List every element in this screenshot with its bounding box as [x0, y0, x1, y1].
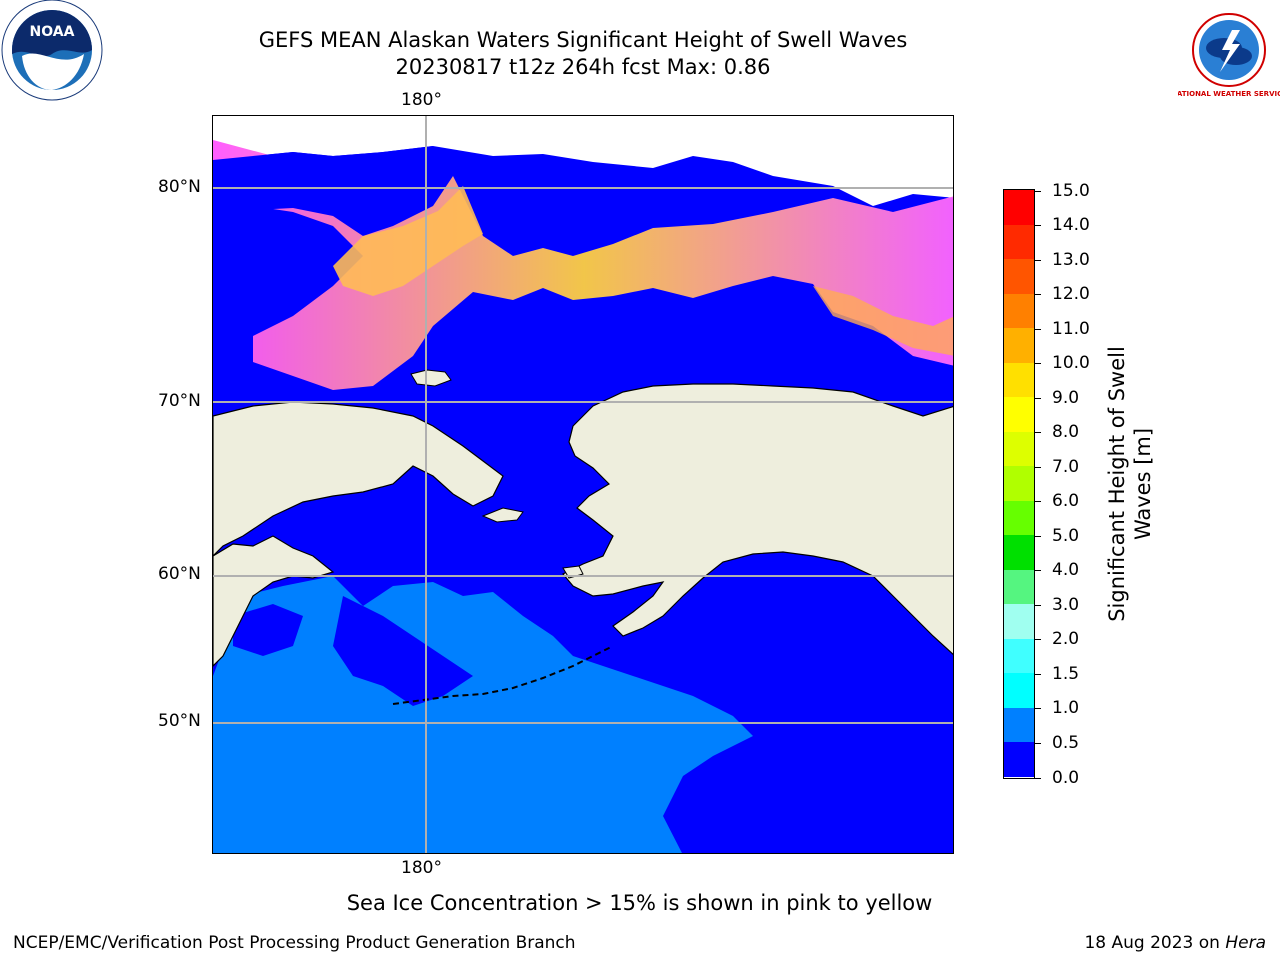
- colorbar-tick-label: 10.0: [1052, 353, 1090, 374]
- lat-label-60: 60°N: [158, 564, 201, 584]
- nws-logo-text: NATIONAL WEATHER SERVICE: [1178, 90, 1280, 98]
- colorbar-tick-label: 5.0: [1052, 525, 1080, 546]
- colorbar-label-line2: Waves [m]: [1131, 427, 1155, 541]
- footer-date: 18 Aug 2023 on Hera: [1084, 933, 1266, 953]
- colorbar-segment: [1004, 638, 1034, 674]
- land-chukotka: [213, 401, 504, 557]
- colorbar-tick-mark: [1035, 363, 1041, 365]
- swell-height-map: [213, 116, 953, 853]
- chart-subtitle: 20230817 t12z 264h fcst Max: 0.86: [395, 55, 771, 79]
- colorbar-tick-label: 8.0: [1052, 422, 1080, 443]
- colorbar-tick-label: 3.0: [1052, 594, 1080, 615]
- colorbar-segment: [1004, 466, 1034, 501]
- colorbar-tick-mark: [1035, 777, 1041, 779]
- colorbar-tick-mark: [1035, 190, 1041, 192]
- noaa-logo-text: NOAA: [30, 24, 75, 40]
- colorbar-tick-mark: [1035, 708, 1041, 710]
- colorbar-tick-mark: [1035, 673, 1041, 675]
- colorbar-tick-label: 0.5: [1052, 732, 1080, 753]
- ice-patch-west: [333, 186, 483, 296]
- credit-text: NCEP/EMC/Verification Post Processing Pr…: [13, 933, 576, 953]
- colorbar: [1003, 189, 1035, 779]
- colorbar-segment: [1004, 397, 1034, 432]
- colorbar-tick-label: 12.0: [1052, 284, 1090, 305]
- ocean-under-ice-west: [213, 146, 453, 236]
- colorbar-tick-label: 15.0: [1052, 180, 1090, 201]
- colorbar-tick-mark: [1035, 432, 1041, 434]
- ocean-low-swell-inset: [333, 596, 473, 706]
- ice-patch-east: [813, 286, 953, 356]
- colorbar-tick-mark: [1035, 501, 1041, 503]
- graticule: [213, 116, 953, 853]
- aleutian-islands: [392, 645, 614, 705]
- colorbar-tick-mark: [1035, 466, 1041, 468]
- colorbar-segment: [1004, 604, 1034, 639]
- colorbar-segment: [1004, 259, 1034, 294]
- land-alaska: [562, 383, 953, 655]
- sea-ice-note: Sea Ice Concentration > 15% is shown in …: [346, 891, 933, 915]
- colorbar-segment: [1004, 742, 1034, 777]
- colorbar-tick-mark: [1035, 225, 1041, 227]
- colorbar-tick-mark: [1035, 397, 1041, 399]
- colorbar-segment: [1004, 293, 1034, 329]
- footer-date-text: 18 Aug 2023 on: [1084, 933, 1226, 953]
- nws-logo: NATIONAL WEATHER SERVICE: [1178, 2, 1280, 98]
- lon-label-top: 180°: [401, 90, 442, 110]
- colorbar-tick-label: 0.0: [1052, 767, 1080, 788]
- colorbar-segment: [1004, 673, 1034, 708]
- colorbar-tick-label: 1.5: [1052, 663, 1080, 684]
- colorbar-tick-mark: [1035, 639, 1041, 641]
- colorbar-label-line1: Significant Height of Swell: [1105, 346, 1129, 622]
- colorbar-tick-label: 6.0: [1052, 491, 1080, 512]
- colorbar-tick-label: 2.0: [1052, 629, 1080, 650]
- colorbar-tick-label: 9.0: [1052, 387, 1080, 408]
- footer-host: Hera: [1225, 933, 1266, 953]
- noaa-logo: NOAA: [1, 0, 103, 101]
- chart-title: GEFS MEAN Alaskan Waters Significant Hei…: [258, 28, 908, 52]
- land-st-lawrence-island: [481, 507, 524, 523]
- no-data-region: [213, 116, 953, 206]
- colorbar-tick-mark: [1035, 535, 1041, 537]
- colorbar-tick-label: 4.0: [1052, 560, 1080, 581]
- colorbar-segment: [1004, 328, 1034, 363]
- lat-label-80: 80°N: [158, 177, 201, 197]
- lat-label-70: 70°N: [158, 391, 201, 411]
- colorbar-segment: [1004, 190, 1034, 225]
- colorbar-segment: [1004, 707, 1034, 743]
- colorbar-segment: [1004, 569, 1034, 605]
- colorbar-tick-mark: [1035, 328, 1041, 330]
- colorbar-segment: [1004, 224, 1034, 260]
- colorbar-tick-label: 7.0: [1052, 456, 1080, 477]
- colorbar-segment: [1004, 431, 1034, 467]
- colorbar-tick-mark: [1035, 294, 1041, 296]
- colorbar-tick-mark: [1035, 570, 1041, 572]
- lat-label-50: 50°N: [158, 711, 201, 731]
- colorbar-tick-mark: [1035, 742, 1041, 744]
- map-frame: [212, 115, 954, 854]
- colorbar-tick-mark: [1035, 604, 1041, 606]
- colorbar-tick-label: 11.0: [1052, 318, 1090, 339]
- lon-label-bottom: 180°: [401, 858, 442, 878]
- colorbar-tick-label: 1.0: [1052, 698, 1080, 719]
- colorbar-tick-label: 13.0: [1052, 249, 1090, 270]
- colorbar-segment: [1004, 362, 1034, 398]
- ocean-low-swell-inset-2: [233, 604, 303, 656]
- colorbar-segment: [1004, 500, 1034, 536]
- colorbar-segment: [1004, 535, 1034, 570]
- colorbar-tick-mark: [1035, 259, 1041, 261]
- colorbar-tick-label: 14.0: [1052, 215, 1090, 236]
